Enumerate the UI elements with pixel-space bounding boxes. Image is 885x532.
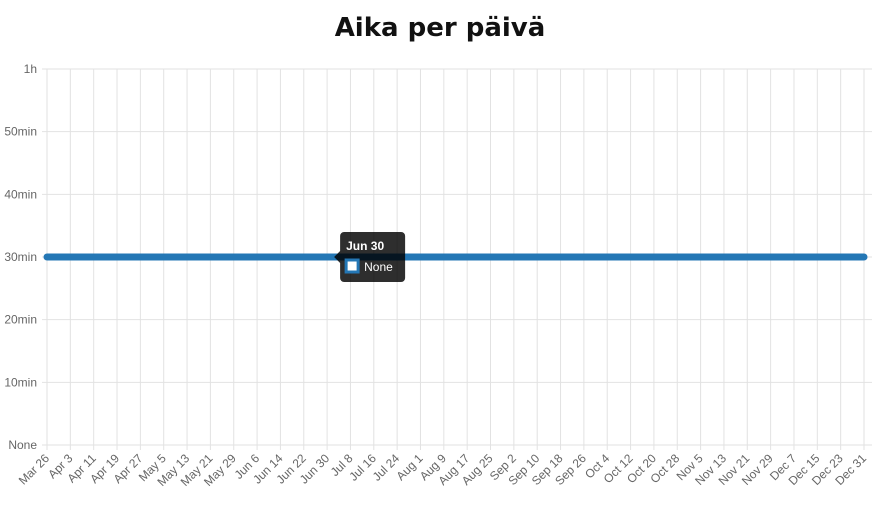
tooltip-swatch [344, 258, 360, 274]
y-tick-label: None [8, 438, 37, 452]
y-tick-label: 50min [4, 125, 37, 139]
y-tick-label: 20min [4, 313, 37, 327]
tooltip: Jun 30 None [334, 232, 406, 282]
tooltip-title: Jun 30 [346, 239, 384, 253]
y-tick-label: 40min [4, 187, 37, 201]
x-tick-label: Jul 24 [370, 451, 403, 484]
chart-title: Aika per päivä [335, 13, 546, 43]
tooltip-label: None [364, 260, 393, 274]
y-tick-label: 30min [4, 250, 37, 264]
y-tick-label: 1h [24, 62, 37, 76]
y-tick-label: 10min [4, 375, 37, 389]
